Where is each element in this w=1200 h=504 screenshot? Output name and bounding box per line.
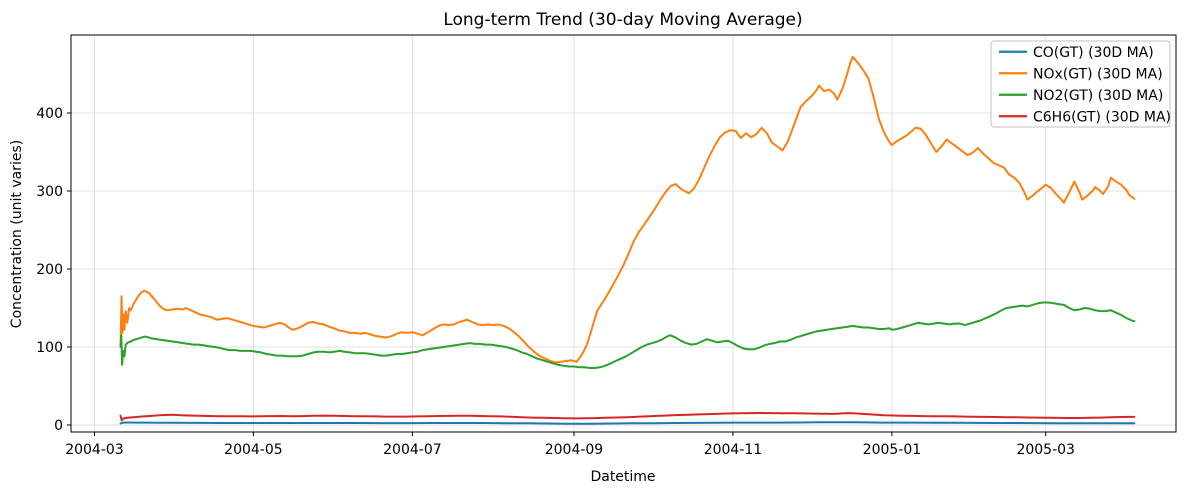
- x-tick-label: 2004-05: [224, 442, 283, 458]
- series-line-co-gt-30d-ma-: [119, 421, 1136, 425]
- series-layer: [119, 55, 1136, 425]
- series-line-no2-gt-30d-ma-: [119, 301, 1136, 369]
- y-tick-label: 100: [36, 340, 63, 356]
- series-line-c6h6-gt-30d-ma-: [119, 412, 1136, 422]
- axes-layer: 2004-03 2004-05 2004-07 2004-09 2004-11 2005-…: [36, 34, 1177, 458]
- legend-entry-co-gt-30d-ma-: CO(GT) (30D MA): [999, 45, 1154, 61]
- legend-entry-c6h6-gt-30d-ma-: C6H6(GT) (30D MA): [999, 109, 1171, 125]
- chart-title: Long-term Trend (30-day Moving Average): [443, 10, 802, 30]
- legend-entry-no2-gt-30d-ma-: NO2(GT) (30D MA): [999, 88, 1163, 104]
- series-line-nox-gt-30d-ma-: [119, 55, 1136, 364]
- y-tick-label: 400: [36, 106, 63, 122]
- legend-label: C6H6(GT) (30D MA): [1033, 109, 1171, 125]
- legend-label: NOx(GT) (30D MA): [1033, 66, 1163, 82]
- y-tick-label: 0: [54, 418, 63, 434]
- x-tick-label: 2004-09: [545, 442, 604, 458]
- legend-label: CO(GT) (30D MA): [1033, 45, 1154, 61]
- y-tick-label: 300: [36, 184, 63, 200]
- x-tick-label: 2004-07: [383, 442, 442, 458]
- y-tick-label: 200: [36, 262, 63, 278]
- x-tick-label: 2005-03: [1016, 442, 1075, 458]
- legend-label: NO2(GT) (30D MA): [1033, 88, 1163, 104]
- x-tick-label: 2004-03: [65, 442, 124, 458]
- x-axis-label: Datetime: [590, 469, 655, 485]
- legend-entry-nox-gt-30d-ma-: NOx(GT) (30D MA): [999, 66, 1163, 82]
- legend-box: [990, 40, 1171, 128]
- legend: CO(GT) (30D MA) NOx(GT) (30D MA) NO2(GT) (…: [990, 40, 1171, 128]
- y-axis-label: Concentration (unit varies): [9, 140, 25, 328]
- x-tick-label: 2005-01: [863, 442, 922, 458]
- plot-border: [70, 34, 1177, 433]
- x-tick-label: 2004-11: [704, 442, 763, 458]
